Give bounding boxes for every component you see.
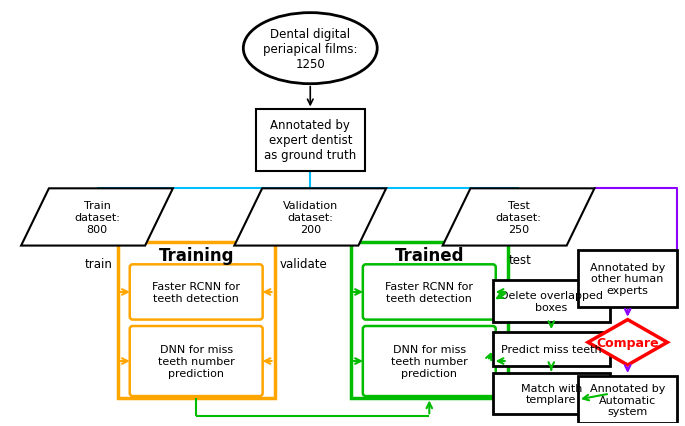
Text: Trained: Trained xyxy=(395,247,464,265)
Text: Annotated by
expert dentist
as ground truth: Annotated by expert dentist as ground tr… xyxy=(264,119,356,162)
Polygon shape xyxy=(234,189,386,246)
Text: Predict miss teeth: Predict miss teeth xyxy=(501,344,601,354)
Text: validate: validate xyxy=(279,257,327,270)
FancyBboxPatch shape xyxy=(118,242,275,397)
Text: Faster RCNN for
teeth detection: Faster RCNN for teeth detection xyxy=(385,282,473,303)
Text: Match with
templare: Match with templare xyxy=(521,383,582,404)
FancyBboxPatch shape xyxy=(578,250,677,307)
Text: Test
dataset:
250: Test dataset: 250 xyxy=(496,201,542,234)
FancyBboxPatch shape xyxy=(578,376,677,423)
Text: Dental digital
periapical films:
1250: Dental digital periapical films: 1250 xyxy=(263,28,358,70)
Text: Training: Training xyxy=(158,247,234,265)
FancyBboxPatch shape xyxy=(493,280,610,322)
Text: train: train xyxy=(85,257,113,270)
Text: test: test xyxy=(509,253,532,266)
FancyBboxPatch shape xyxy=(256,110,365,171)
FancyBboxPatch shape xyxy=(129,326,262,396)
Text: Validation
dataset:
200: Validation dataset: 200 xyxy=(283,201,338,234)
Text: Train
dataset:
800: Train dataset: 800 xyxy=(74,201,120,234)
Text: Annotated by
Automatic
system: Annotated by Automatic system xyxy=(590,383,665,416)
FancyBboxPatch shape xyxy=(129,265,262,320)
Text: DNN for miss
teeth number
prediction: DNN for miss teeth number prediction xyxy=(391,345,468,378)
Text: Compare: Compare xyxy=(597,336,659,349)
FancyBboxPatch shape xyxy=(363,326,496,396)
Text: Delete overlapped
boxes: Delete overlapped boxes xyxy=(500,291,603,312)
FancyBboxPatch shape xyxy=(363,265,496,320)
Text: DNN for miss
teeth number
prediction: DNN for miss teeth number prediction xyxy=(158,345,234,378)
Polygon shape xyxy=(21,189,173,246)
Polygon shape xyxy=(443,189,595,246)
Text: Annotated by
other human
experts: Annotated by other human experts xyxy=(590,262,665,295)
Text: Faster RCNN for
teeth detection: Faster RCNN for teeth detection xyxy=(152,282,240,303)
FancyBboxPatch shape xyxy=(351,242,508,397)
Polygon shape xyxy=(588,320,667,365)
FancyBboxPatch shape xyxy=(493,373,610,414)
FancyBboxPatch shape xyxy=(493,332,610,367)
